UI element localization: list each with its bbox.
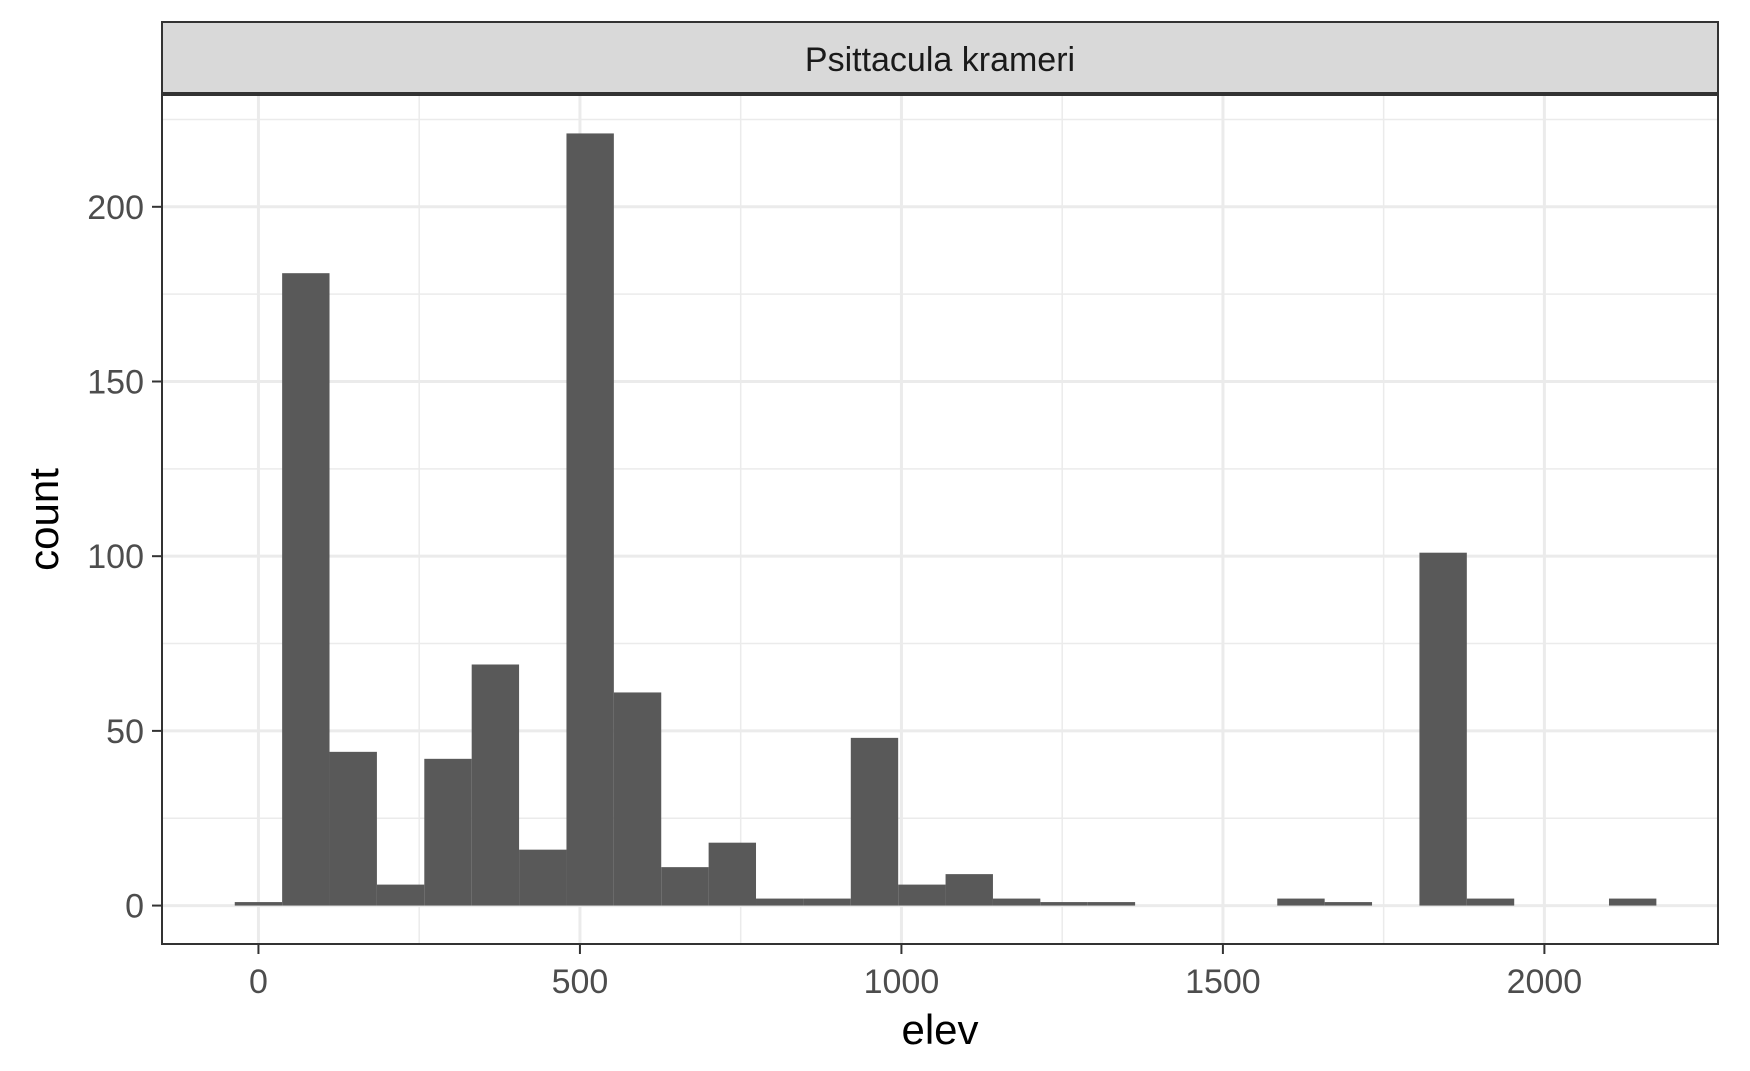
bars bbox=[234, 133, 1657, 906]
x-axis: 0 500 1000 1500 2000 bbox=[249, 944, 1582, 1001]
histogram-bar bbox=[945, 874, 993, 906]
y-axis-title: count bbox=[20, 468, 67, 571]
y-tick-label: 50 bbox=[106, 713, 144, 751]
histogram-bar bbox=[1466, 898, 1515, 906]
facet-strip-label: Psittacula krameri bbox=[805, 41, 1075, 79]
facet-strip: Psittacula krameri bbox=[161, 21, 1719, 94]
histogram-bar bbox=[1608, 898, 1657, 906]
histogram-bar bbox=[471, 664, 520, 906]
histogram-bar bbox=[1419, 552, 1467, 906]
histogram-bar bbox=[566, 133, 614, 906]
histogram-bar bbox=[613, 692, 662, 906]
x-tick-label: 1000 bbox=[864, 963, 940, 1001]
histogram-bar bbox=[850, 737, 899, 906]
histogram-bar bbox=[992, 898, 1041, 906]
histogram-bar bbox=[282, 273, 330, 906]
x-tick-label: 2000 bbox=[1507, 963, 1583, 1001]
y-tick-label: 150 bbox=[87, 363, 144, 401]
histogram-bar bbox=[803, 898, 851, 906]
x-tick-label: 0 bbox=[249, 963, 268, 1001]
histogram-bar bbox=[898, 884, 946, 906]
histogram-bar bbox=[1324, 902, 1373, 906]
histogram-bar bbox=[708, 842, 757, 906]
x-axis-title: elev bbox=[901, 1006, 978, 1053]
y-tick-label: 200 bbox=[87, 189, 144, 227]
histogram-bar bbox=[376, 884, 425, 906]
y-axis: 0 50 100 150 200 bbox=[87, 189, 162, 926]
histogram-bar bbox=[1087, 902, 1136, 906]
x-tick-label: 1500 bbox=[1185, 963, 1261, 1001]
histogram-bar bbox=[424, 758, 472, 906]
histogram-bar bbox=[756, 898, 804, 906]
histogram-bar bbox=[1277, 898, 1325, 906]
x-tick-label: 500 bbox=[552, 963, 609, 1001]
y-tick-label: 100 bbox=[87, 538, 144, 576]
y-tick-label: 0 bbox=[125, 888, 144, 926]
histogram-bar bbox=[661, 867, 709, 906]
facet-strip-background bbox=[161, 21, 1719, 94]
histogram-bar bbox=[1040, 902, 1088, 906]
minor-grid bbox=[162, 95, 1718, 944]
histogram-bar bbox=[329, 751, 377, 906]
histogram-bar bbox=[234, 902, 283, 906]
histogram-bar bbox=[519, 849, 567, 906]
panel-border bbox=[161, 94, 1719, 945]
